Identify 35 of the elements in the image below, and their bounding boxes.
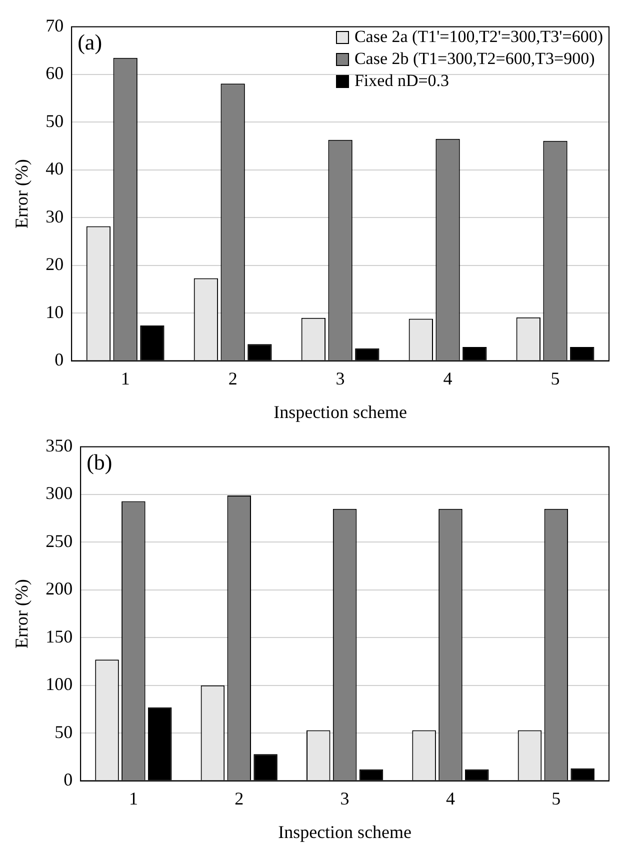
x-tick-label: 1	[128, 788, 138, 808]
y-tick-label: 40	[46, 158, 64, 179]
x-tick-label: 3	[336, 368, 345, 388]
y-tick-label: 20	[46, 254, 64, 274]
y-tick-label: 10	[46, 302, 64, 322]
y-tick-label: 200	[46, 578, 73, 599]
y-tick-label: 300	[46, 483, 73, 504]
y-tick-label: 60	[46, 63, 64, 84]
y-tick-label: 70	[46, 16, 64, 36]
legend-label: Case 2a (T1'=100,T2'=300,T3'=600)	[354, 26, 603, 48]
y-tick-label: 100	[46, 674, 73, 694]
y-tick-label: 0	[54, 350, 64, 370]
x-tick-label: 4	[443, 368, 452, 388]
x-axis-title: Inspection scheme	[278, 822, 412, 842]
legend-label: Case 2b (T1=300,T2=600,T3=900)	[354, 48, 595, 70]
x-tick-label: 5	[552, 788, 561, 808]
y-tick-label: 250	[46, 530, 73, 551]
y-tick-label: 30	[46, 206, 64, 226]
x-tick-label: 1	[120, 368, 130, 388]
x-tick-label: 5	[550, 368, 560, 388]
y-tick-label: 150	[46, 626, 73, 646]
y-tick-label: 0	[64, 770, 73, 790]
x-tick-label: 2	[234, 788, 244, 808]
y-axis-title: Error (%)	[12, 579, 32, 649]
y-tick-label: 50	[46, 110, 64, 131]
legend-label: Fixed nD=0.3	[354, 70, 450, 92]
annotation: (a)	[78, 30, 102, 55]
annotation: (b)	[86, 450, 112, 475]
x-tick-label: 3	[340, 788, 350, 808]
y-axis-title: Error (%)	[12, 159, 32, 229]
x-tick-label: 4	[446, 788, 455, 808]
x-tick-label: 2	[228, 368, 238, 388]
y-tick-label: 350	[46, 436, 73, 456]
y-tick-label: 50	[54, 722, 73, 742]
x-axis-title: Inspection scheme	[274, 402, 408, 422]
